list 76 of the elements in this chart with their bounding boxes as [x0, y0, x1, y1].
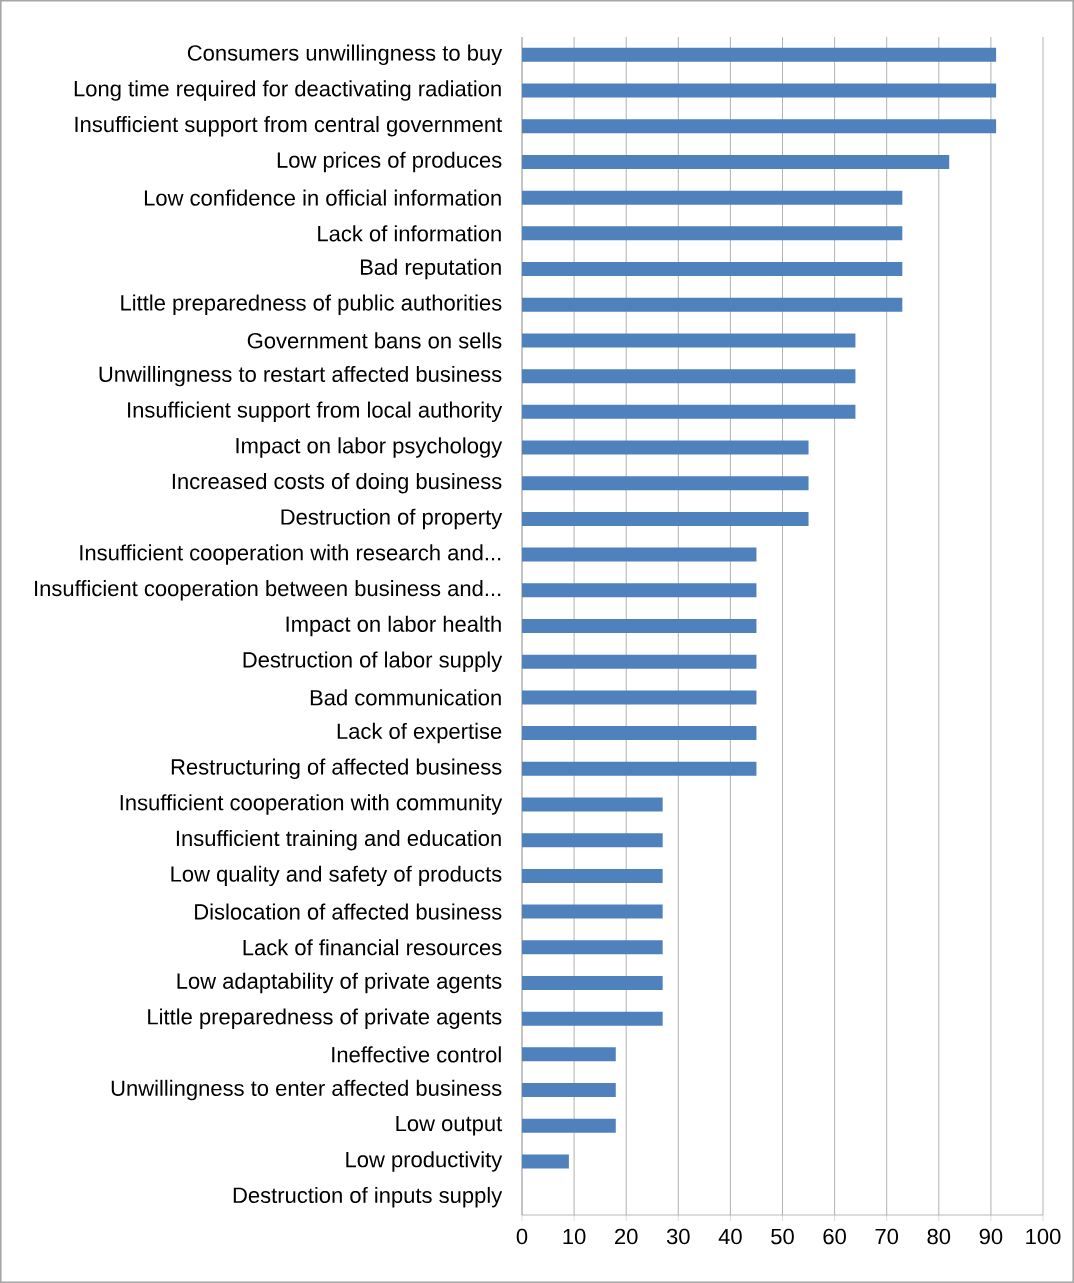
y-tick-label: Unwillingness to restart affected business: [99, 365, 502, 387]
y-tick-label: Destruction of labor supply: [243, 651, 503, 672]
y-tick-label: Insufficient training and education: [176, 829, 501, 851]
bar: [521, 511, 809, 526]
y-tick-label: Insufficient cooperation between business and...: [35, 580, 501, 601]
y-tick-label: Ineffective control: [332, 1046, 501, 1063]
y-tick-label: Consumers unwillingness to buy: [187, 44, 503, 66]
y-tick-label: Unwillingness to enter affected business: [111, 1079, 502, 1101]
bar: [521, 547, 757, 562]
y-tick-label: Little preparedness of public authorities: [121, 294, 502, 315]
y-tick-label: Low output: [396, 1115, 503, 1136]
bar: [521, 690, 757, 705]
bar: [521, 583, 757, 598]
y-tick-label: Low adaptability of private agents: [177, 972, 502, 994]
bar: [521, 619, 757, 634]
y-tick-label: Insufficient cooperation with research and...: [80, 544, 501, 565]
y-tick-label: Lack of information: [318, 225, 501, 242]
bar: [521, 190, 903, 205]
y-tick-label: Low prices of produces: [277, 151, 502, 173]
bar: [521, 262, 903, 277]
y-tick-label: Low quality and safety of products: [171, 865, 502, 887]
bar: [521, 1118, 616, 1133]
x-tick-label: 100: [1026, 1228, 1061, 1245]
bar: [521, 83, 997, 98]
y-tick-label: Restructuring of affected business: [171, 758, 502, 780]
bar: [521, 154, 950, 169]
bar: [521, 119, 997, 134]
y-tick-label: Insufficient support from local authority: [128, 401, 503, 423]
y-tick-label: Bad reputation: [360, 258, 501, 280]
bar: [521, 369, 856, 384]
y-tick-label: Low productivity: [346, 1151, 503, 1172]
bar: [521, 1011, 663, 1026]
bar: [521, 333, 856, 348]
bar: [521, 797, 663, 812]
bar: [521, 1154, 569, 1169]
bar: [521, 975, 663, 990]
bar: [521, 404, 856, 419]
y-tick-label: Dislocation of affected business: [195, 903, 502, 920]
y-tick-label: Insufficient cooperation with community: [120, 794, 503, 815]
bar: [521, 940, 663, 955]
bar: [521, 297, 903, 312]
bar: [521, 1083, 616, 1098]
bar: [521, 226, 903, 241]
y-tick-label: Insufficient support from central government: [75, 116, 503, 137]
x-tick-label: 20: [615, 1228, 638, 1245]
y-tick-label: Destruction of inputs supply: [233, 1186, 503, 1208]
x-tick-label: 90: [979, 1228, 1003, 1245]
y-tick-label: Government bans on sells: [247, 332, 502, 349]
y-tick-label: Lack of expertise: [337, 722, 502, 744]
bar: [521, 726, 757, 741]
x-tick-label: 60: [823, 1228, 846, 1245]
y-tick-label: Low confidence in official information: [144, 189, 501, 206]
bar: [521, 868, 663, 883]
y-tick-label: Impact on labor psychology: [236, 437, 503, 458]
x-tick-label: 10: [563, 1228, 586, 1245]
bar: [521, 440, 809, 455]
bar: [521, 1047, 616, 1062]
bar: [521, 654, 757, 669]
y-tick-label: Increased costs of doing business: [172, 472, 502, 494]
bar: [521, 47, 997, 62]
y-tick-label: Bad communication: [310, 689, 501, 706]
bar: [521, 761, 757, 776]
x-tick-label: 30: [666, 1228, 690, 1245]
x-tick-label: 50: [771, 1228, 794, 1245]
bar: [521, 476, 809, 491]
bar: [521, 833, 663, 848]
y-tick-label: Impact on labor health: [286, 615, 501, 637]
y-tick-label: Destruction of property: [281, 508, 503, 530]
y-tick-label: Little preparedness of private agents: [148, 1008, 502, 1029]
x-tick-label: 70: [875, 1228, 899, 1245]
y-tick-label: Long time required for deactivating radiation: [74, 80, 501, 101]
y-tick-label: Lack of financial resources: [243, 939, 502, 956]
x-tick-label: 40: [718, 1228, 742, 1245]
x-tick-label: 80: [927, 1228, 951, 1245]
x-tick-label: 0: [516, 1228, 528, 1245]
bar: [521, 904, 663, 919]
